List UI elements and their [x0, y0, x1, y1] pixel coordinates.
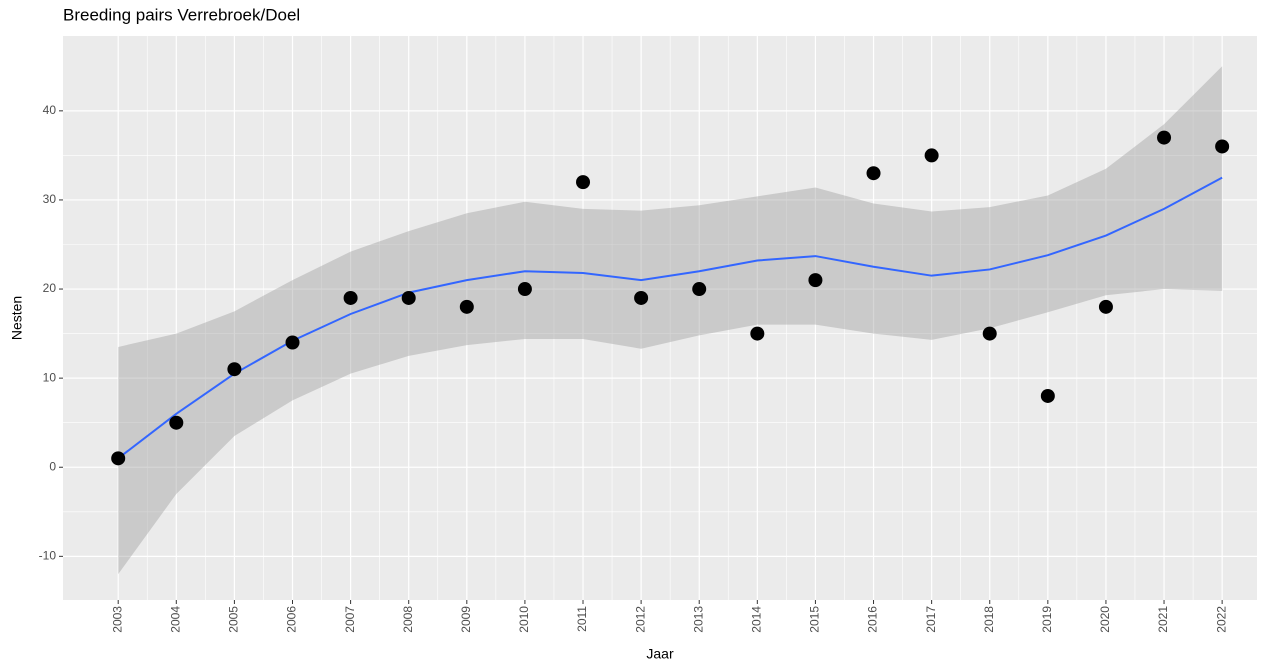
- x-tick-label: 2020: [1098, 606, 1112, 633]
- point: [227, 362, 242, 377]
- x-tick-label: 2013: [691, 606, 705, 633]
- point: [343, 290, 358, 305]
- y-tick-label: -10: [39, 549, 57, 563]
- x-tick-label: 2008: [401, 606, 415, 633]
- point: [692, 282, 707, 297]
- x-tick-label: 2019: [1040, 606, 1054, 633]
- x-tick-label: 2011: [575, 606, 589, 632]
- point: [285, 335, 300, 350]
- x-axis-label: Jaar: [646, 646, 674, 662]
- x-tick-label: 2009: [459, 606, 473, 633]
- panel: [63, 36, 1257, 600]
- y-tick-label: 10: [43, 370, 57, 384]
- point: [982, 326, 997, 341]
- x-tick-label: 2021: [1156, 606, 1170, 633]
- x-tick-label: 2022: [1214, 606, 1228, 633]
- point: [517, 282, 532, 297]
- point: [459, 299, 474, 314]
- point: [576, 175, 591, 190]
- point: [111, 451, 126, 466]
- point: [1098, 299, 1113, 314]
- x-tick-label: 2010: [517, 606, 531, 633]
- point: [401, 290, 416, 305]
- chart-title: Breeding pairs Verrebroek/Doel: [63, 5, 300, 24]
- point: [1215, 139, 1230, 154]
- x-tick-label: 2003: [110, 606, 124, 633]
- y-tick-label: 0: [49, 459, 56, 473]
- point: [750, 326, 765, 341]
- point: [1157, 130, 1172, 145]
- x-tick-label: 2004: [168, 606, 182, 633]
- x-tick-label: 2014: [749, 606, 763, 633]
- y-tick-label: 30: [43, 192, 57, 206]
- point: [808, 273, 823, 288]
- point: [169, 415, 184, 430]
- x-tick-label: 2007: [343, 606, 357, 633]
- y-axis-label: Nesten: [9, 296, 25, 340]
- y-tick-label: 20: [43, 281, 57, 295]
- x-tick-label: 2016: [866, 606, 880, 633]
- y-tick-label: 40: [43, 103, 57, 117]
- point: [1040, 388, 1055, 403]
- x-tick-label: 2005: [227, 606, 241, 633]
- point: [866, 166, 881, 181]
- smooth-line: [117, 176, 1223, 460]
- x-tick-label: 2018: [982, 606, 996, 633]
- point: [634, 290, 649, 305]
- x-tick-label: 2012: [633, 606, 647, 633]
- confidence-band: [118, 66, 1223, 575]
- x-tick-label: 2015: [808, 606, 822, 633]
- x-tick-label: 2017: [924, 606, 938, 633]
- x-tick-label: 2006: [285, 606, 299, 633]
- point: [924, 148, 939, 163]
